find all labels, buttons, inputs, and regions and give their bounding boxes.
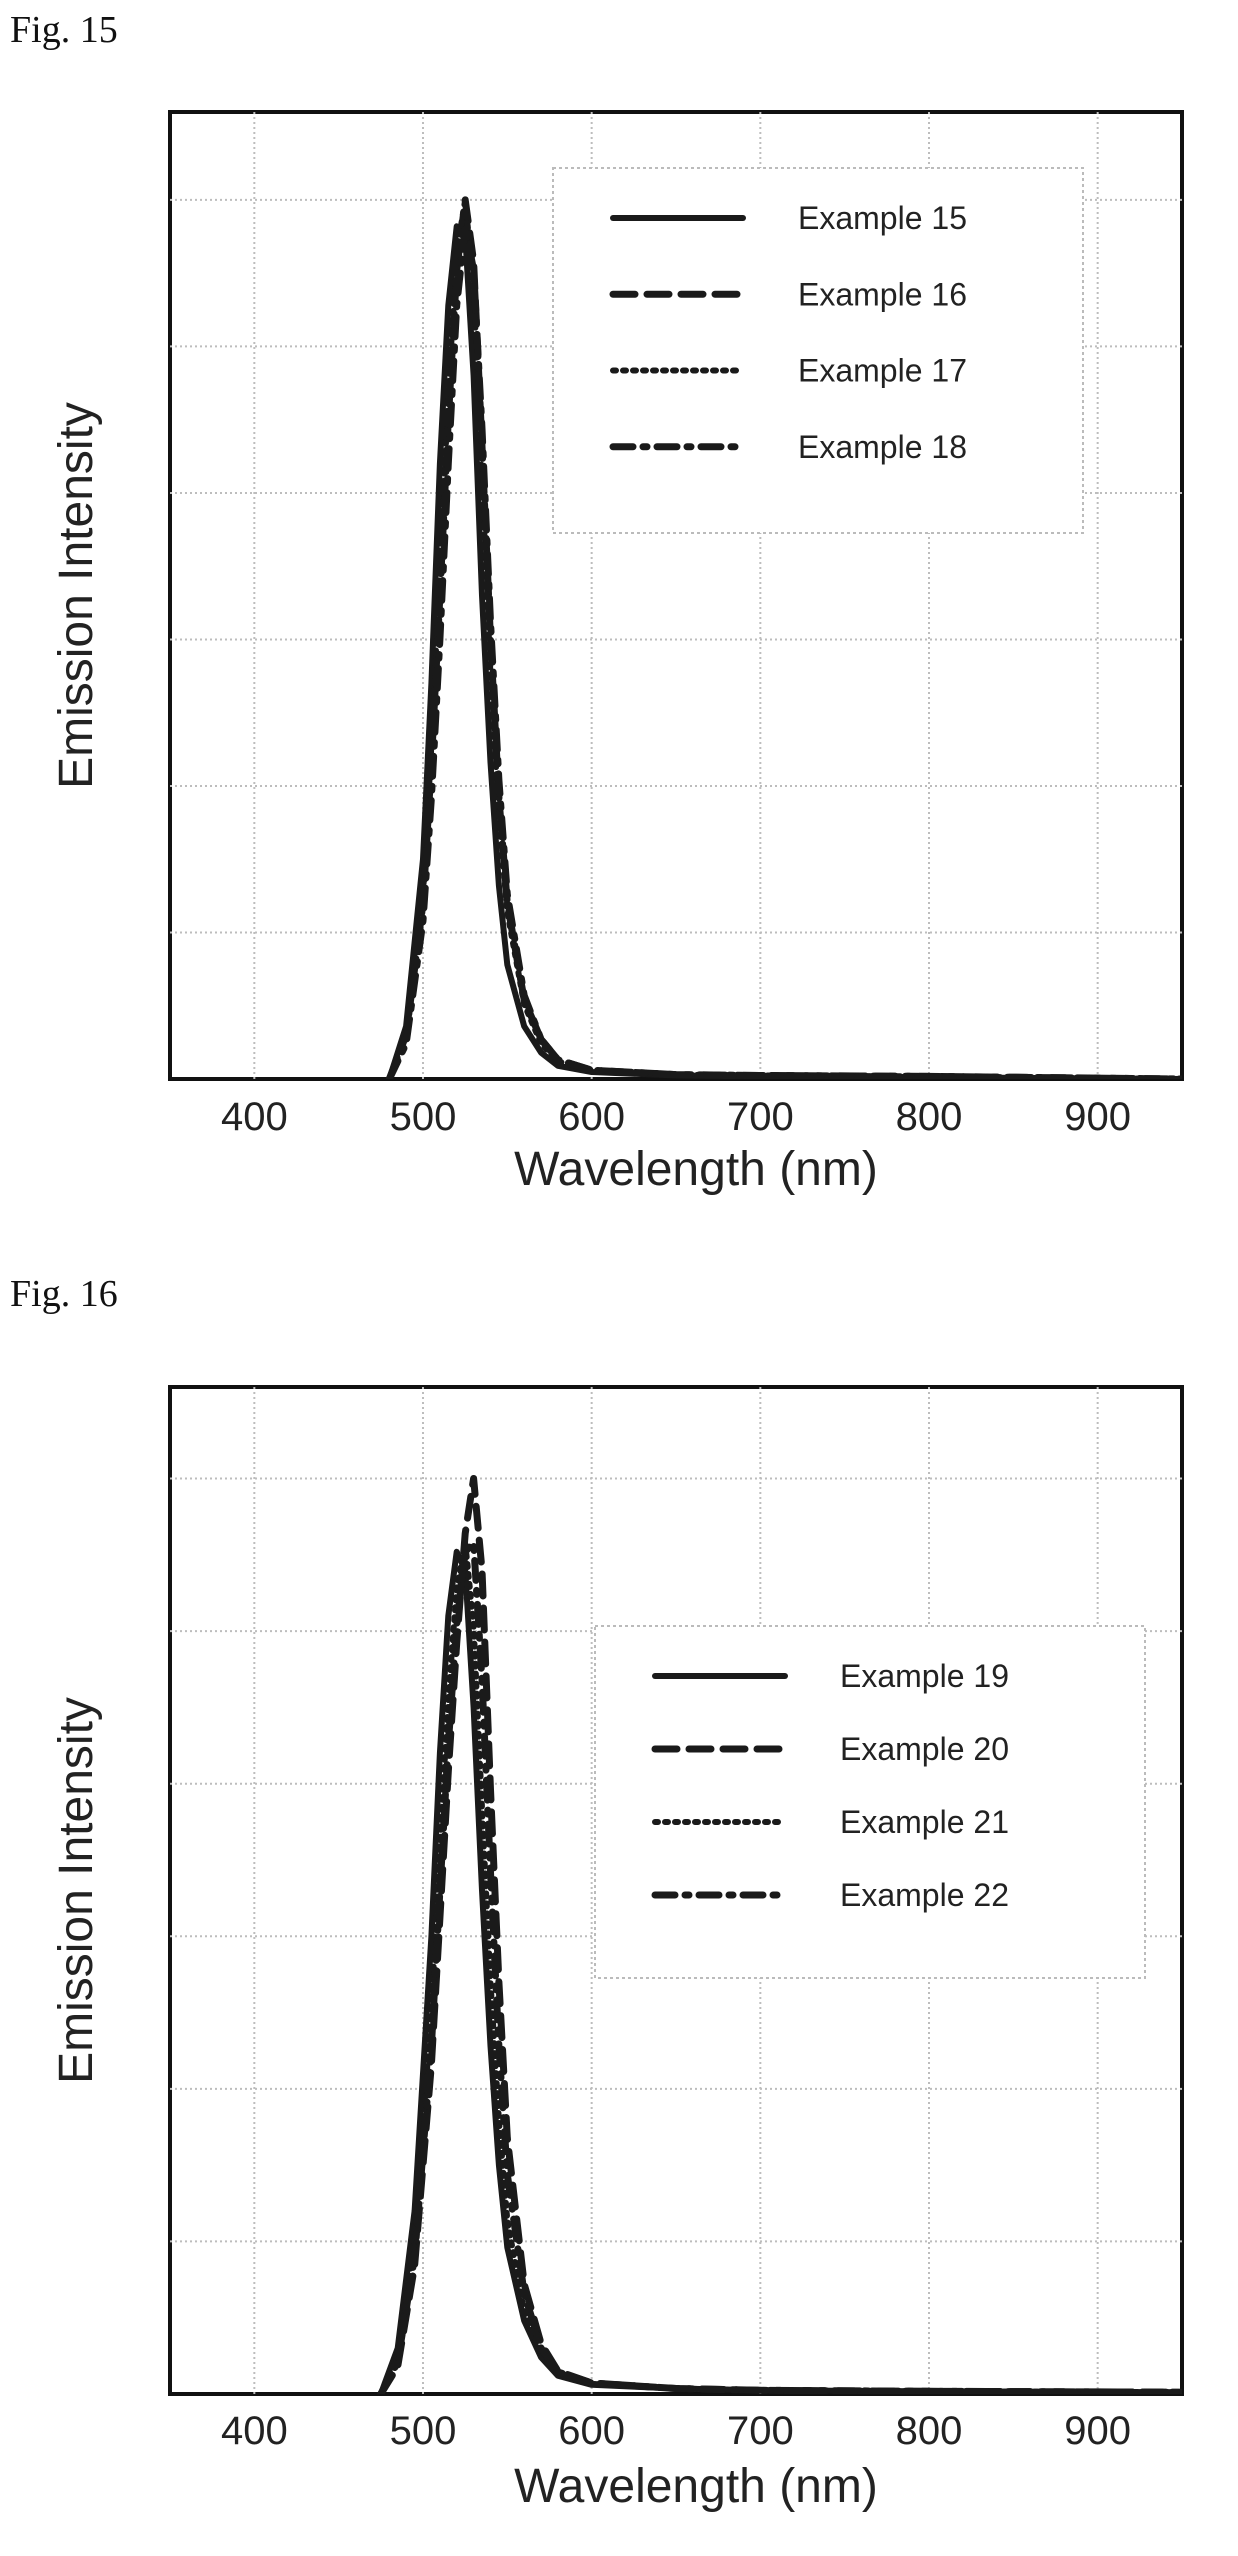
x-tick-label: 400 bbox=[221, 2409, 288, 2453]
y-axis-title: Emission Intensity bbox=[50, 402, 103, 789]
figure-label-fig16: Fig. 16 bbox=[10, 1273, 118, 1315]
x-tick-label: 700 bbox=[727, 1095, 794, 1139]
x-axis-title: Wavelength (nm) bbox=[514, 1143, 878, 1196]
x-tick-label: 800 bbox=[896, 2409, 963, 2453]
x-tick-label: 600 bbox=[558, 1095, 625, 1139]
series-line-example-22 bbox=[377, 1539, 1182, 2394]
legend-box bbox=[552, 167, 1084, 534]
x-tick-label: 400 bbox=[221, 1095, 288, 1139]
legend-label: Example 19 bbox=[840, 1658, 1009, 1694]
emission-chart-fig16: 400 500 600 700 800 900 Wavelength (nm) Emissio… bbox=[50, 1385, 1184, 2513]
x-tick-label: 800 bbox=[896, 1095, 963, 1139]
x-tick-label: 600 bbox=[558, 2409, 625, 2453]
series-line-example-18 bbox=[385, 222, 1182, 1079]
legend-label: Example 18 bbox=[798, 429, 967, 465]
x-axis-title: Wavelength (nm) bbox=[514, 2460, 878, 2513]
x-tick-label: 500 bbox=[390, 2409, 457, 2453]
legend-label: Example 16 bbox=[798, 276, 967, 312]
y-axis-title: Emission Intensity bbox=[50, 1697, 103, 2084]
legend-label: Example 22 bbox=[840, 1877, 1009, 1913]
emission-chart-fig15: 400 500 600 700 800 900 Wavelength (nm) Emissio… bbox=[50, 110, 1184, 1196]
legend-label: Example 15 bbox=[798, 200, 967, 236]
x-tick-label: 900 bbox=[1064, 2409, 1131, 2453]
legend-label: Example 21 bbox=[840, 1804, 1009, 1840]
x-tick-label: 900 bbox=[1064, 1095, 1131, 1139]
legend-label: Example 20 bbox=[840, 1731, 1009, 1767]
x-tick-label: 700 bbox=[727, 2409, 794, 2453]
x-tick-label: 500 bbox=[390, 1095, 457, 1139]
legend-label: Example 17 bbox=[798, 353, 967, 389]
legend-box bbox=[594, 1625, 1146, 1979]
figure-label-fig15: Fig. 15 bbox=[10, 9, 118, 51]
